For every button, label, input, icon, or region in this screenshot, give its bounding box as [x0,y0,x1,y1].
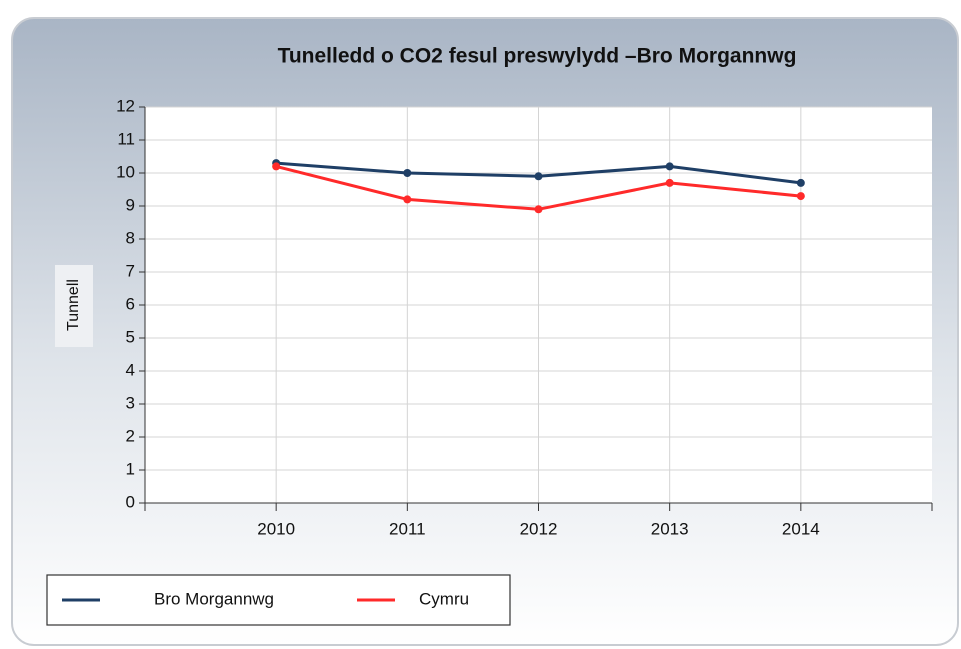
point [403,195,412,204]
point [665,162,674,171]
y-tick-label: 12 [116,96,135,115]
y-tick-label: 0 [126,492,135,511]
point [665,178,674,187]
legend [46,574,511,626]
point [403,169,412,177]
y-tick-label: 8 [126,228,135,247]
point [272,162,281,171]
y-tick-label: 5 [126,327,135,346]
legend-label: Bro Morgannwg [154,589,274,608]
y-axis-label: Tunnell [65,279,82,331]
point [796,192,805,201]
x-tick-label: 2011 [389,519,426,538]
y-tick-label: 1 [126,459,135,478]
x-tick-label: 2012 [520,519,558,538]
y-tick-label: 3 [126,393,135,412]
y-tick-label: 2 [126,426,135,445]
x-tick-label: 2014 [782,519,820,538]
point [534,205,543,214]
legend-label: Cymru [419,589,469,608]
y-tick-label: 9 [126,195,135,214]
point [534,172,543,181]
y-tick-label: 7 [126,261,135,280]
point [796,178,805,187]
y-tick-label: 10 [116,162,135,181]
x-tick-label: 2013 [651,519,689,538]
chart-title: Tunelledd o CO2 fesul preswylydd –Bro Mo… [278,45,797,68]
y-tick-label: 11 [117,129,135,148]
y-tick-label: 6 [126,294,135,313]
y-tick-label: 4 [126,360,135,379]
x-tick-label: 2010 [257,519,295,538]
y-label-box [55,265,93,347]
